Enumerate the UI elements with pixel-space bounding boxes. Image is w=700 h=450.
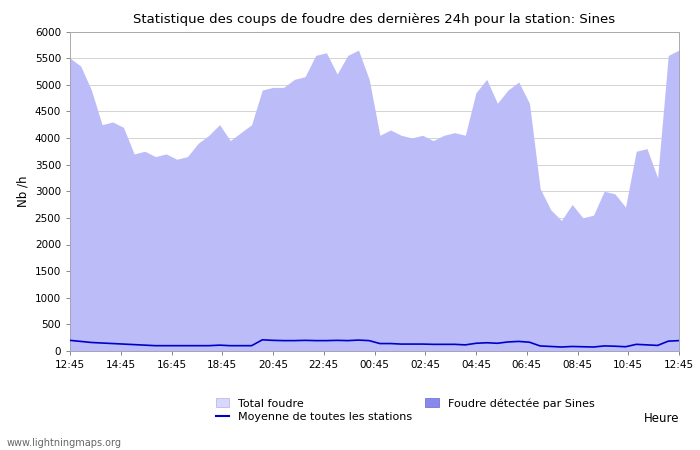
Moyenne de toutes les stations: [600, 343, 608, 349]
Moyenne de toutes les stations: [557, 344, 566, 350]
Moyenne de toutes les stations: [216, 342, 224, 348]
Moyenne de toutes les stations: [653, 343, 662, 348]
Legend: Total foudre, Moyenne de toutes les stations, Foudre détectée par Sines: Total foudre, Moyenne de toutes les stat…: [216, 398, 594, 422]
Moyenne de toutes les stations: [204, 343, 213, 348]
Title: Statistique des coups de foudre des dernières 24h pour la station: Sines: Statistique des coups de foudre des dern…: [134, 13, 615, 26]
Moyenne de toutes les stations: [66, 338, 74, 343]
Y-axis label: Nb /h: Nb /h: [16, 176, 29, 207]
Text: www.lightningmaps.org: www.lightningmaps.org: [7, 438, 122, 448]
Moyenne de toutes les stations: [258, 337, 267, 342]
Line: Moyenne de toutes les stations: Moyenne de toutes les stations: [70, 340, 679, 347]
Text: Heure: Heure: [643, 412, 679, 425]
Moyenne de toutes les stations: [482, 340, 491, 346]
Moyenne de toutes les stations: [675, 338, 683, 343]
Moyenne de toutes les stations: [525, 339, 533, 345]
